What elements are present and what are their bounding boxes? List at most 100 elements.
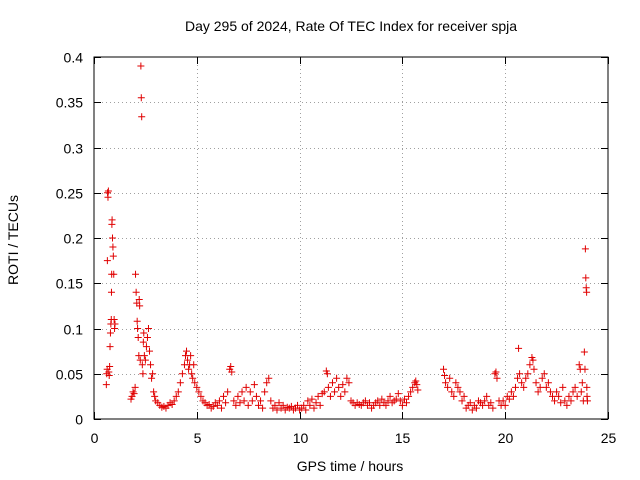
data-point <box>526 361 534 369</box>
data-point <box>413 381 421 389</box>
data-point <box>139 338 147 346</box>
data-point <box>518 379 526 387</box>
data-point <box>147 361 155 369</box>
data-point <box>444 383 452 391</box>
data-point <box>551 397 559 405</box>
data-point <box>197 392 205 400</box>
data-point <box>492 368 500 376</box>
data-point <box>134 325 142 332</box>
data-point <box>109 243 117 251</box>
data-point <box>137 62 145 70</box>
data-point <box>386 392 394 400</box>
data-point <box>493 374 501 382</box>
data-point <box>168 401 176 409</box>
y-tick-label: 0.1 <box>64 322 84 338</box>
data-point <box>546 388 554 396</box>
data-point <box>140 352 148 360</box>
data-point <box>335 383 343 391</box>
data-point <box>529 356 537 364</box>
data-point <box>468 406 476 414</box>
data-point <box>300 401 308 409</box>
data-point <box>191 379 199 387</box>
data-point <box>146 347 154 355</box>
data-point <box>398 401 406 409</box>
data-point <box>553 388 561 396</box>
data-point <box>227 363 235 371</box>
data-point <box>187 352 195 360</box>
data-point <box>232 401 240 409</box>
data-point <box>106 343 114 351</box>
x-tick-label: 5 <box>194 430 202 446</box>
data-point <box>559 383 567 391</box>
data-point <box>487 399 495 407</box>
y-tick-label: 0.05 <box>56 367 83 383</box>
data-point <box>448 388 456 396</box>
data-point <box>150 388 158 396</box>
data-point <box>217 404 225 412</box>
data-point <box>324 383 332 391</box>
data-point <box>261 388 269 396</box>
data-point <box>230 397 238 405</box>
data-point <box>454 383 462 391</box>
data-point <box>542 383 550 391</box>
data-point <box>110 270 118 278</box>
data-point <box>577 388 585 396</box>
data-point <box>190 361 198 369</box>
data-point <box>279 401 287 409</box>
data-point <box>396 397 404 405</box>
data-point <box>583 397 591 405</box>
data-point <box>178 370 186 378</box>
data-point <box>328 379 336 387</box>
data-point <box>548 392 556 400</box>
data-point <box>532 379 540 387</box>
data-point <box>407 388 415 396</box>
x-tick-label: 15 <box>395 430 411 446</box>
data-point <box>450 392 458 400</box>
data-point <box>481 397 489 405</box>
data-point <box>236 399 244 407</box>
data-point <box>138 361 146 369</box>
data-point <box>257 397 265 405</box>
data-point <box>185 365 193 373</box>
data-point <box>516 370 524 378</box>
data-point <box>489 404 497 412</box>
data-point <box>132 270 140 278</box>
data-point <box>195 388 203 396</box>
data-point <box>140 329 148 337</box>
data-point <box>520 383 528 391</box>
data-point <box>110 315 118 323</box>
grid-lines <box>94 57 608 419</box>
data-point <box>184 356 192 364</box>
data-point <box>316 401 324 409</box>
data-point <box>501 401 509 409</box>
data-point <box>224 388 232 396</box>
data-point <box>183 347 191 355</box>
data-point <box>472 404 480 412</box>
data-point <box>133 317 141 325</box>
data-point <box>378 395 386 403</box>
data-point <box>361 397 369 405</box>
data-point <box>306 401 314 409</box>
data-point <box>267 397 275 405</box>
data-point <box>405 392 413 400</box>
data-point <box>244 401 252 409</box>
data-point <box>240 397 248 405</box>
data-point <box>106 363 114 371</box>
data-point <box>109 252 117 260</box>
data-point <box>522 374 530 382</box>
data-point <box>505 395 513 403</box>
data-point <box>151 392 159 400</box>
data-point <box>524 370 532 378</box>
data-point <box>571 383 579 391</box>
data-point <box>259 404 267 412</box>
data-point <box>320 388 328 396</box>
data-point <box>561 397 569 405</box>
data-point <box>139 370 147 378</box>
chart-title: Day 295 of 2024, Rate Of TEC Index for r… <box>185 18 517 34</box>
data-point <box>446 374 454 382</box>
data-point <box>102 381 110 389</box>
data-point <box>135 296 143 304</box>
data-point <box>582 274 590 282</box>
data-point <box>392 395 400 403</box>
data-point <box>242 383 250 391</box>
